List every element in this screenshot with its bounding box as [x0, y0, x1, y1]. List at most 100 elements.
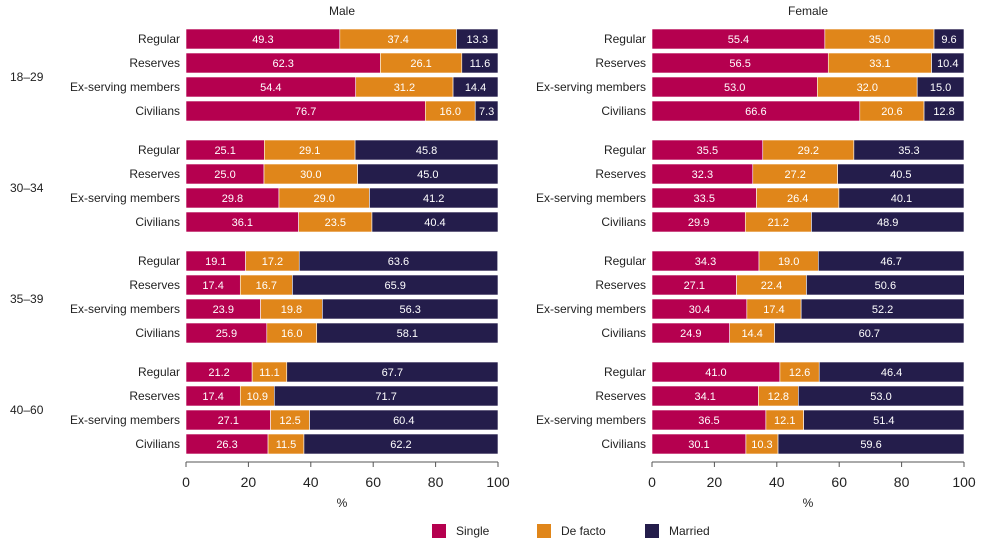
data-label: 17.4 [763, 304, 784, 316]
bar-segment-married [354, 139, 499, 161]
x-tick-label: 40 [303, 474, 319, 490]
x-tick-label: 40 [769, 474, 785, 490]
data-label: 56.3 [399, 304, 420, 316]
bar-segment-married [798, 385, 964, 407]
data-label: 29.2 [798, 145, 819, 157]
data-label: 76.7 [295, 106, 316, 118]
x-tick-label: 100 [486, 474, 510, 490]
bar-segment-married [777, 433, 965, 455]
bar-segment-married [817, 250, 965, 272]
data-label: 60.4 [393, 415, 414, 427]
data-label: 37.4 [387, 34, 408, 46]
data-label: 33.5 [694, 193, 715, 205]
x-axis-label-female: % [803, 496, 814, 510]
data-label: 26.4 [787, 193, 808, 205]
row-label: Regular [604, 365, 646, 379]
x-tick-label: 80 [894, 474, 910, 490]
group-label-3: 40–60 [10, 403, 44, 417]
bar-segment-married [371, 211, 499, 233]
bar-segment-married [452, 76, 499, 98]
data-label: 27.1 [684, 280, 705, 292]
row-label: Reserves [129, 389, 180, 403]
data-label: 40.5 [890, 169, 911, 181]
bar-segment-married [303, 433, 499, 455]
legend-label-single: Single [456, 524, 490, 538]
row-label: Reserves [595, 389, 646, 403]
data-label: 21.2 [768, 217, 789, 229]
data-label: 27.1 [218, 415, 239, 427]
data-label: 11.1 [259, 367, 280, 379]
data-label: 27.2 [784, 169, 805, 181]
row-label: Ex-serving members [70, 80, 180, 94]
data-label: 23.5 [325, 217, 346, 229]
data-label: 41.2 [423, 193, 444, 205]
data-label: 30.1 [688, 439, 709, 451]
row-label: Ex-serving members [536, 413, 646, 427]
bar-segment-married [461, 52, 499, 74]
bar-segment-married [838, 187, 965, 209]
x-tick-label: 0 [182, 474, 190, 490]
legend-swatch-married [645, 524, 659, 538]
data-label: 35.3 [898, 145, 919, 157]
data-label: 16.0 [440, 106, 461, 118]
row-label: Regular [138, 32, 180, 46]
data-label: 31.2 [394, 82, 415, 94]
x-axis-label-male: % [337, 496, 348, 510]
bar-segment-married [806, 274, 965, 296]
bar-segment-married [474, 100, 499, 122]
bar-segment-married [916, 76, 965, 98]
data-label: 40.1 [891, 193, 912, 205]
legend-item-married: Married [645, 524, 710, 538]
data-label: 15.0 [930, 82, 951, 94]
bar-segment-married [357, 163, 499, 185]
legend-swatch-de-facto [537, 524, 551, 538]
data-label: 53.0 [724, 82, 745, 94]
data-label: 19.0 [778, 256, 799, 268]
data-label: 34.1 [694, 391, 715, 403]
bar-segment-married [456, 28, 499, 50]
data-label: 51.4 [873, 415, 894, 427]
data-label: 12.6 [789, 367, 810, 379]
row-label: Regular [604, 32, 646, 46]
bar-segment-married [292, 274, 499, 296]
row-label: Reserves [595, 278, 646, 292]
bar-segment-married [298, 250, 498, 272]
row-label: Ex-serving members [70, 413, 180, 427]
legend-swatch-single [432, 524, 446, 538]
row-label: Reserves [129, 278, 180, 292]
row-label: Reserves [129, 56, 180, 70]
x-tick-label: 60 [365, 474, 381, 490]
row-label: Ex-serving members [70, 191, 180, 205]
data-label: 12.8 [768, 391, 789, 403]
data-label: 29.9 [688, 217, 709, 229]
data-label: 25.0 [214, 169, 235, 181]
data-label: 45.0 [417, 169, 438, 181]
data-label: 14.4 [741, 328, 762, 340]
group-label-0: 18–29 [10, 70, 44, 84]
row-label: Regular [604, 143, 646, 157]
x-tick-label: 20 [707, 474, 723, 490]
data-label: 46.4 [881, 367, 902, 379]
row-label: Civilians [135, 215, 180, 229]
row-label: Civilians [135, 437, 180, 451]
row-label: Reserves [595, 56, 646, 70]
row-label: Civilians [135, 104, 180, 118]
data-label: 62.2 [390, 439, 411, 451]
row-label: Civilians [601, 437, 646, 451]
legend: Single De facto Married [0, 524, 986, 544]
data-label: 12.8 [933, 106, 954, 118]
data-label: 66.6 [745, 106, 766, 118]
data-label: 12.1 [774, 415, 795, 427]
row-label: Regular [604, 254, 646, 268]
data-label: 34.3 [695, 256, 716, 268]
data-label: 60.7 [859, 328, 880, 340]
bar-segment-married [309, 409, 499, 431]
data-label: 21.2 [208, 367, 229, 379]
data-label: 71.7 [375, 391, 396, 403]
panel-title-male: Male [329, 4, 355, 18]
row-label: Ex-serving members [536, 191, 646, 205]
x-tick-label: 80 [428, 474, 444, 490]
bar-segment-married [369, 187, 499, 209]
data-label: 29.8 [222, 193, 243, 205]
x-tick-label: 100 [952, 474, 976, 490]
